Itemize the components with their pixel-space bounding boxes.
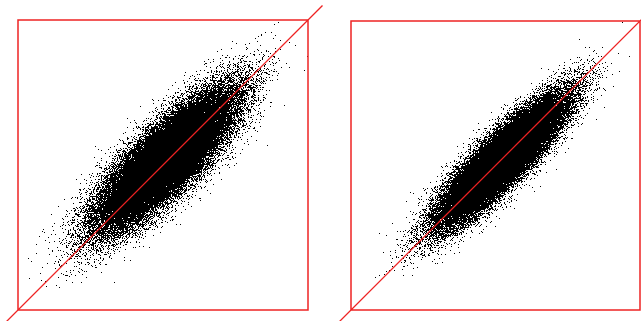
plot-frame-right [350, 20, 641, 311]
point-cloud-right [375, 22, 630, 278]
scatter-points [375, 22, 630, 278]
scatter-points [28, 22, 308, 288]
plot-frame-left [17, 19, 309, 311]
point-cloud-left [28, 22, 308, 288]
scatter-panel-left [6, 5, 323, 321]
identity-line-left [6, 5, 323, 321]
identity-line-right [339, 19, 641, 321]
scatter-panel-right [339, 19, 641, 321]
